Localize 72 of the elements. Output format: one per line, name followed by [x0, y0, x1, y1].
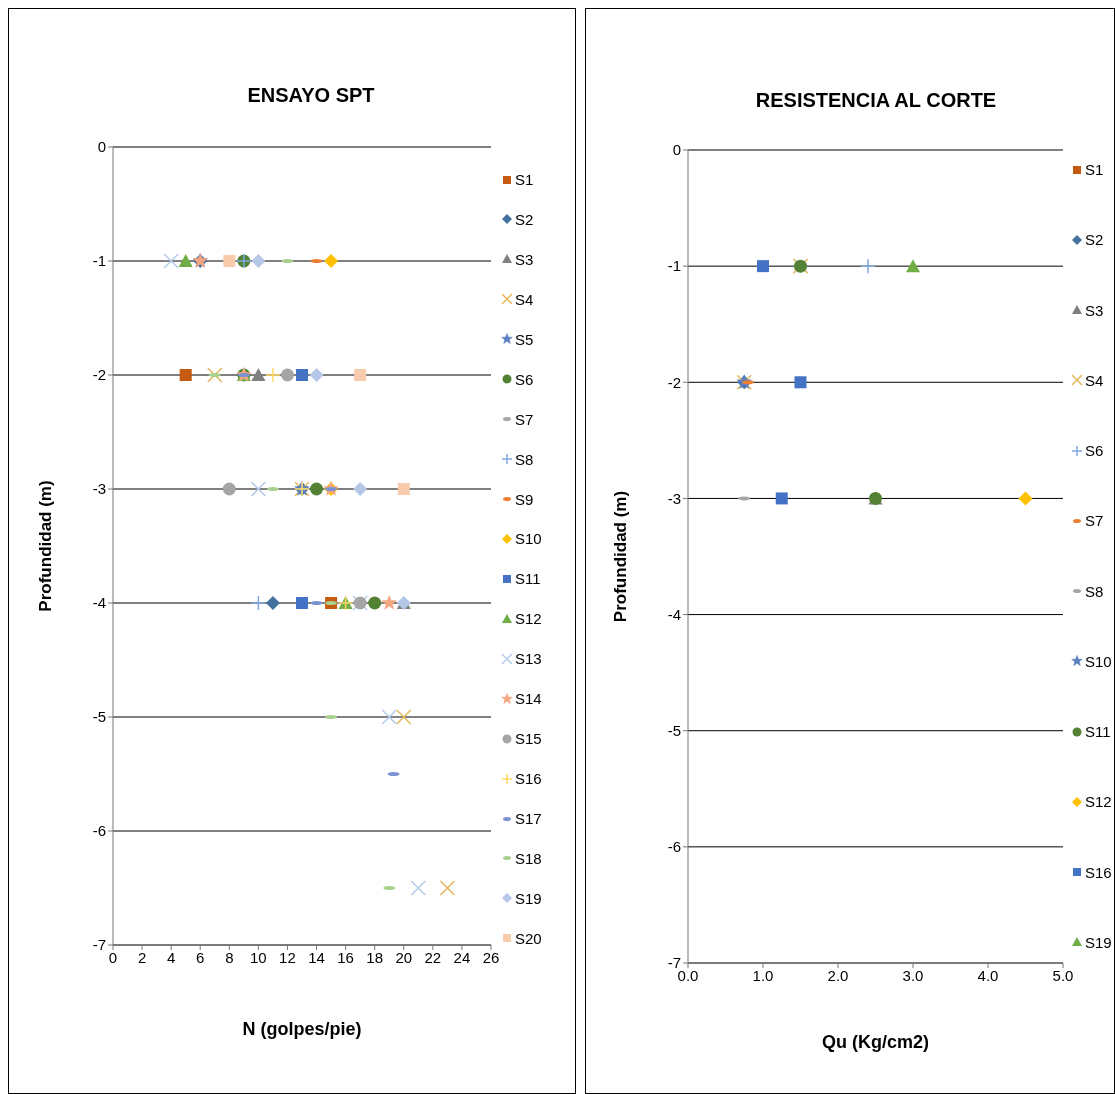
x-tick-label: 22	[424, 948, 442, 966]
y-axis-title: Profundidad (m)	[36, 480, 56, 612]
y-tick-label: -5	[92, 708, 106, 726]
y-tick-label: -1	[92, 252, 106, 270]
legend-label: S7	[515, 410, 534, 428]
legend-label: S13	[515, 650, 542, 668]
x-tick-label: 16	[337, 948, 354, 966]
legend-label: S6	[1085, 442, 1104, 460]
y-tick-label: 0	[672, 141, 681, 159]
legend-label: S12	[1085, 793, 1112, 811]
legend-label: S3	[515, 250, 534, 268]
x-tick-label: 0	[108, 948, 118, 966]
legend-label: S19	[515, 889, 542, 907]
legend-label: S8	[515, 450, 534, 468]
y-tick-label: -6	[92, 822, 106, 840]
legend-label: S16	[515, 770, 542, 788]
legend-label: S4	[1085, 371, 1104, 389]
legend-label: S1	[1085, 161, 1104, 178]
y-axis-title: Profundidad (m)	[611, 490, 631, 623]
x-tick-label: 3.0	[902, 966, 924, 984]
x-tick-label: 14	[308, 948, 325, 966]
x-tick-label: 2	[137, 948, 147, 966]
legend-label: S17	[515, 810, 542, 827]
x-tick-label: 10	[250, 948, 267, 966]
x-tick-label: 12	[279, 948, 296, 966]
legend-label: S6	[515, 370, 534, 388]
legend-label: S9	[515, 490, 534, 508]
legend-label: S11	[1085, 723, 1111, 741]
y-tick-label: -2	[92, 366, 106, 384]
legend-label: S2	[1085, 231, 1104, 249]
y-tick-label: 0	[97, 138, 106, 156]
legend-label: S4	[515, 290, 534, 308]
chart-title: ENSAYO SPT	[246, 84, 376, 107]
legend-label: S20	[515, 929, 542, 947]
legend-label: S12	[515, 610, 542, 628]
x-tick-label: 8	[225, 948, 234, 966]
legend-label: S7	[1085, 512, 1104, 530]
x-tick-label: 4	[166, 948, 176, 966]
x-axis-title: Qu (Kg/cm2)	[821, 1032, 930, 1053]
x-tick-label: 1.0	[752, 966, 774, 984]
y-tick-label: -1	[667, 257, 681, 275]
legend-label: S8	[1085, 582, 1104, 600]
y-tick-label: -2	[667, 373, 681, 391]
y-tick-label: -4	[92, 594, 106, 612]
x-axis-title: N (golpes/pie)	[241, 1019, 363, 1040]
y-tick-label: -5	[667, 722, 681, 740]
y-tick-label: -6	[667, 838, 681, 856]
x-tick-label: 2.0	[827, 966, 849, 984]
x-tick-label: 5.0	[1052, 966, 1074, 984]
legend-label: S3	[1085, 301, 1104, 319]
x-tick-label: 18	[366, 948, 384, 966]
legend-label: S2	[515, 210, 534, 228]
legend-label: S16	[1085, 863, 1112, 881]
legend-label: S5	[515, 330, 534, 348]
x-tick-label: 24	[453, 948, 471, 966]
legend-label: S1	[515, 171, 534, 188]
legend-label: S10	[1085, 652, 1112, 670]
legend-label: S18	[515, 849, 542, 867]
legend-label: S10	[515, 530, 542, 548]
legend-label: S11	[515, 570, 541, 588]
x-tick-label: 20	[395, 948, 413, 966]
y-tick-label: -7	[92, 936, 106, 954]
x-tick-label: 26	[482, 948, 500, 966]
legend-label: S15	[515, 730, 542, 748]
chart-title: RESISTENCIA AL CORTE	[754, 89, 998, 112]
x-tick-label: 6	[196, 948, 205, 966]
legend-label: S19	[1085, 933, 1112, 951]
y-tick-label: -4	[667, 605, 681, 623]
legend-label: S14	[515, 690, 542, 708]
x-tick-label: 4.0	[977, 966, 999, 984]
y-tick-label: -3	[667, 489, 681, 507]
y-tick-label: -3	[92, 480, 106, 498]
